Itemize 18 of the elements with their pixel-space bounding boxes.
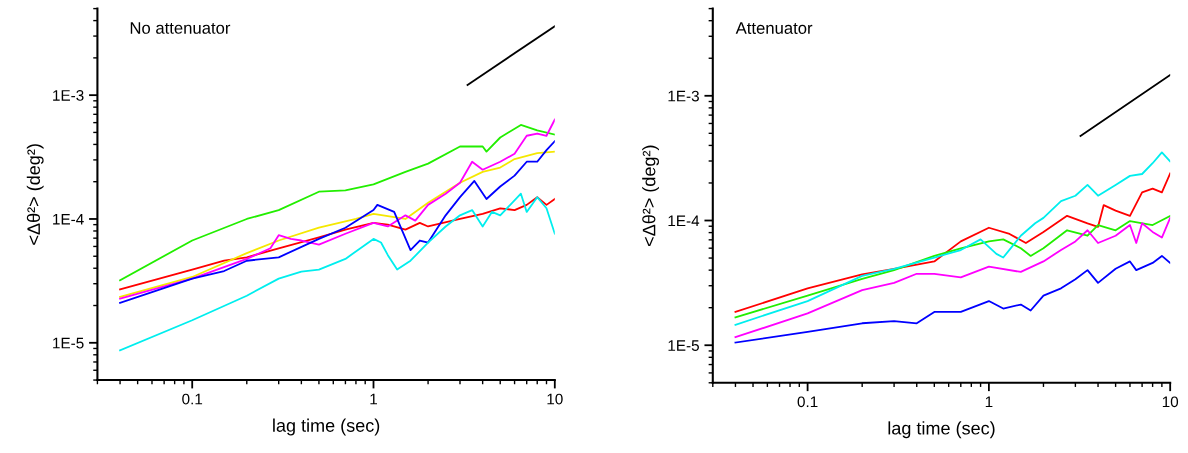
x-tick-label: 10: [547, 393, 563, 405]
x-tick-label: 0.1: [182, 393, 203, 405]
x-tick-label: 1: [985, 396, 993, 408]
y-tick-label: 1E-4: [668, 215, 700, 227]
x-axis-title: lag time (sec): [888, 421, 995, 439]
x-axis-title: lag time (sec): [273, 418, 380, 436]
x-tick-label: 1: [370, 393, 378, 405]
x-tick-label: 0.1: [797, 396, 818, 408]
y-axis-title: <Δθ²> (deg²): [642, 145, 659, 246]
text: Attenuator: [735, 22, 813, 34]
y-tick-label: 1E-3: [668, 90, 699, 102]
y-tick-label: 1E-5: [53, 337, 84, 349]
y-tick-label: 1E-4: [53, 214, 84, 225]
x-tick-label: 10: [1162, 396, 1179, 408]
y-tick-label: 1E-5: [668, 340, 699, 351]
y-axis-title: <Δθ²> (deg²): [26, 144, 44, 245]
y-tick-label: 1E-3: [53, 90, 84, 101]
text: No attenuator: [130, 22, 231, 34]
